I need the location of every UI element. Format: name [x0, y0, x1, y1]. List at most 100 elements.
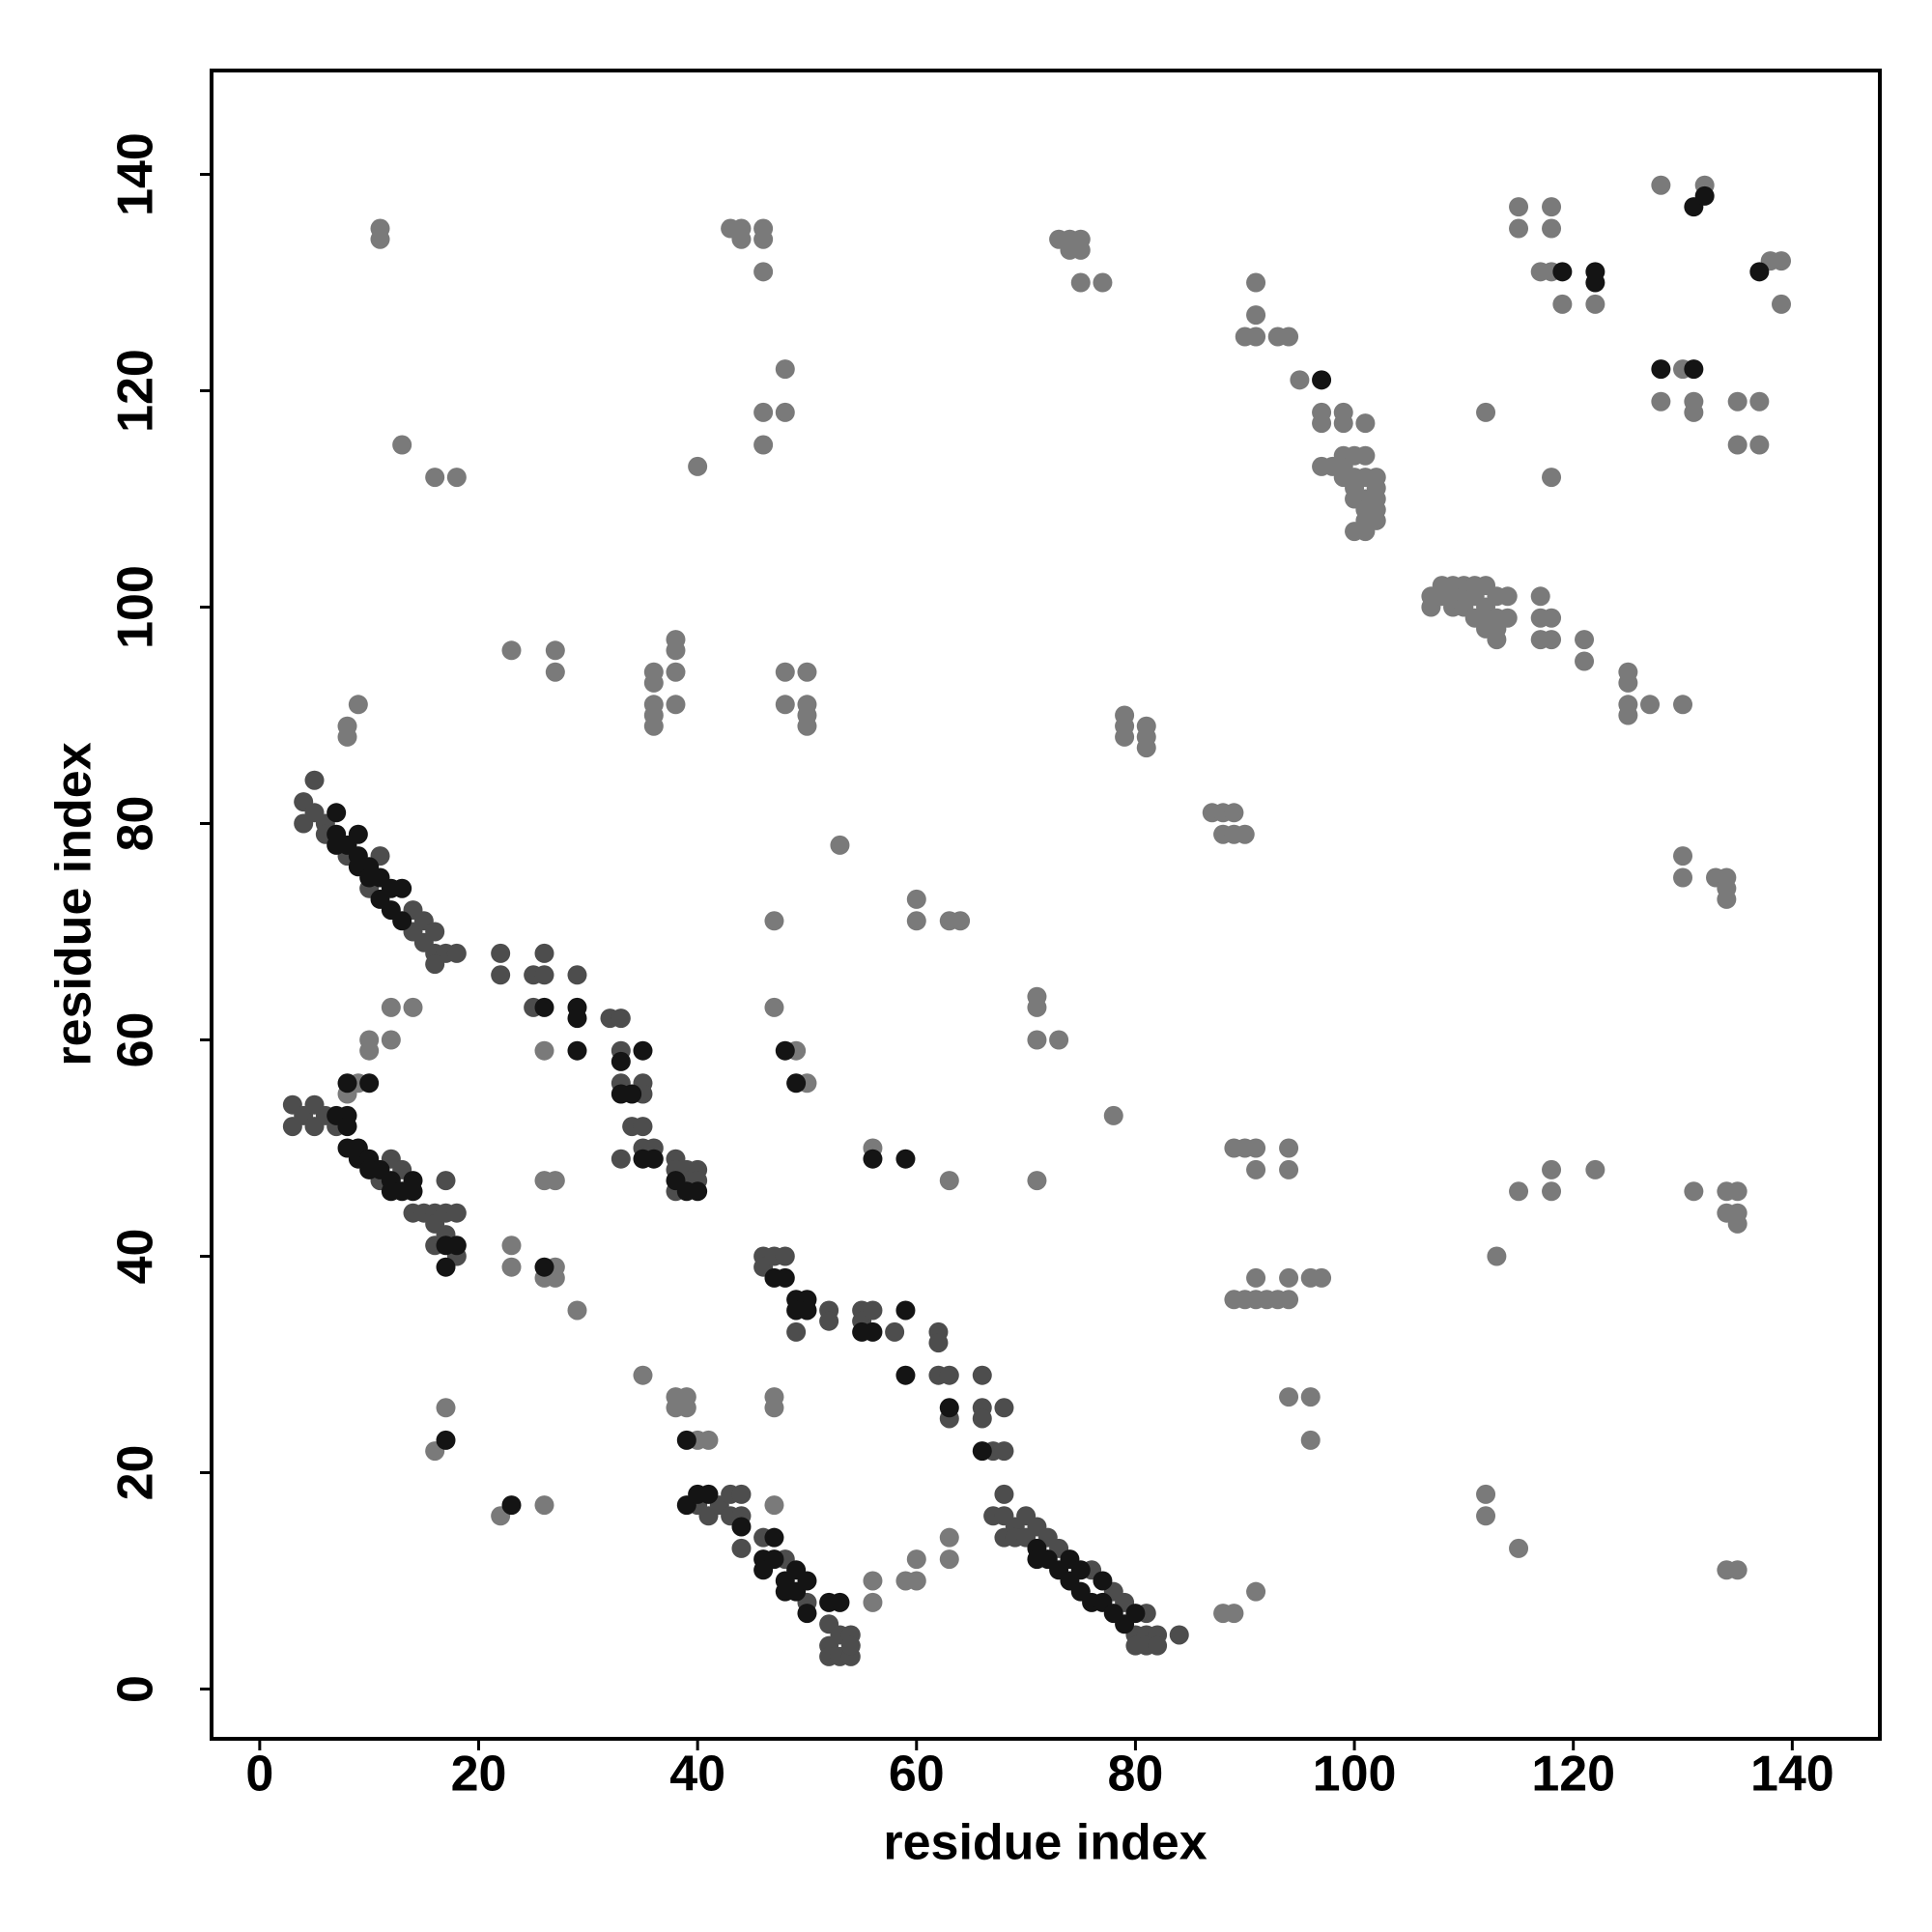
contact-point [797, 1604, 817, 1624]
contact-point [775, 359, 795, 380]
contact-point [951, 911, 971, 931]
contact-point [1749, 391, 1770, 412]
contact-point [1772, 294, 1792, 314]
contact-point [643, 716, 664, 736]
contact-point [327, 803, 347, 823]
x-tick-label: 0 [245, 1747, 273, 1803]
contact-point [731, 1538, 752, 1558]
contact-point [731, 1484, 752, 1504]
y-axis-title: residue index [46, 742, 102, 1065]
contact-point [676, 1430, 696, 1450]
contact-point [1246, 1159, 1266, 1179]
contact-point [337, 1073, 357, 1094]
contact-point [863, 1592, 883, 1612]
contact-point [994, 1441, 1014, 1462]
x-tick-label: 140 [1750, 1747, 1834, 1803]
contact-point [436, 1257, 456, 1277]
contact-point [885, 1321, 905, 1342]
contact-point [1684, 402, 1704, 422]
contact-point [446, 1236, 467, 1256]
contact-point [1279, 1159, 1299, 1179]
contact-point [753, 262, 774, 282]
contact-point [830, 1592, 850, 1612]
contact-point [622, 1084, 642, 1104]
contact-point [1312, 1267, 1332, 1288]
contact-point [1727, 435, 1747, 455]
contact-point [939, 1527, 959, 1548]
contact-point [1279, 1387, 1299, 1407]
contact-point [567, 965, 587, 985]
contact-point [753, 435, 774, 455]
contact-point [534, 965, 554, 985]
contact-point [972, 1441, 992, 1462]
contact-point [1093, 1571, 1113, 1591]
contact-point [1542, 1159, 1562, 1179]
contact-point [1125, 1604, 1146, 1624]
contact-point [939, 1398, 959, 1418]
contact-point [1542, 468, 1562, 488]
contact-point [840, 1635, 861, 1656]
contact-point [1279, 327, 1299, 347]
contact-point [337, 1117, 357, 1137]
contact-point [863, 1321, 883, 1342]
y-tick-label: 80 [108, 796, 164, 852]
contact-point [1542, 1181, 1562, 1202]
contact-point [698, 1430, 719, 1450]
contact-point [403, 1181, 423, 1202]
contact-point [906, 911, 926, 931]
contact-point [370, 229, 390, 249]
contact-point [501, 1495, 522, 1516]
contact-point [1476, 402, 1496, 422]
contact-point [1694, 185, 1715, 206]
contact-point [1727, 391, 1747, 412]
contact-point [1487, 1246, 1507, 1266]
contact-point [753, 402, 774, 422]
x-tick-label: 80 [1108, 1747, 1164, 1803]
contact-point [972, 1365, 992, 1385]
contact-point [1224, 1604, 1244, 1624]
y-tick-label: 60 [108, 1012, 164, 1068]
contact-point [534, 997, 554, 1017]
contact-point [895, 1149, 916, 1169]
contact-point [939, 1365, 959, 1385]
contact-point [994, 1484, 1014, 1504]
contact-point [994, 1398, 1014, 1418]
contact-point [1246, 1267, 1266, 1288]
contact-point [797, 716, 817, 736]
contact-point [1585, 272, 1605, 293]
contact-point [764, 1549, 784, 1570]
contact-point [1476, 1506, 1496, 1526]
contact-point [775, 1040, 795, 1061]
contact-point [764, 1527, 784, 1548]
contact-point [1618, 672, 1638, 693]
contact-point [1509, 1538, 1529, 1558]
y-tick-label: 20 [108, 1445, 164, 1501]
contact-point [775, 402, 795, 422]
contact-point [304, 770, 325, 790]
contact-point [895, 1300, 916, 1321]
contact-point [1224, 803, 1244, 823]
contact-point [753, 229, 774, 249]
contact-point [1542, 608, 1562, 628]
contact-point [1148, 1635, 1168, 1656]
contact-point [764, 1398, 784, 1418]
contact-point [666, 662, 686, 682]
contact-point [786, 1321, 807, 1342]
contact-point [611, 1149, 631, 1169]
contact-point [1070, 272, 1091, 293]
contact-point [676, 1398, 696, 1418]
x-tick-label: 60 [889, 1747, 945, 1803]
contact-point [534, 1040, 554, 1061]
contact-point [764, 997, 784, 1017]
contact-point [1312, 413, 1332, 434]
contact-point [1366, 510, 1386, 530]
contact-point [381, 997, 401, 1017]
contact-point [764, 1495, 784, 1516]
contact-point [1575, 651, 1595, 671]
contact-point [611, 1051, 631, 1071]
contact-point [567, 1300, 587, 1321]
contact-point [906, 1549, 926, 1570]
contact-point [1246, 272, 1266, 293]
contact-point [666, 640, 686, 661]
